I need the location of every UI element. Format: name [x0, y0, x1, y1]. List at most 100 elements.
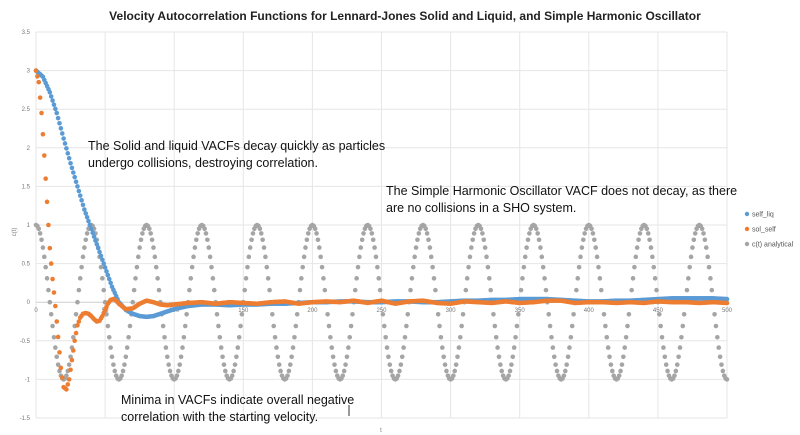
x-tick-label: 250 — [376, 308, 387, 314]
data-point — [684, 287, 690, 293]
data-point — [66, 377, 72, 382]
data-point — [554, 368, 560, 374]
data-point — [388, 368, 394, 374]
data-point — [709, 287, 715, 293]
data-point — [59, 375, 65, 380]
data-point — [582, 231, 587, 236]
data-point — [285, 373, 290, 378]
data-point — [416, 231, 422, 236]
data-point — [82, 245, 87, 250]
data-point — [459, 323, 464, 329]
data-point — [652, 276, 658, 281]
data-point — [372, 245, 377, 250]
data-point — [69, 165, 75, 171]
data-point — [292, 334, 297, 340]
data-point — [149, 237, 155, 243]
data-point — [720, 368, 726, 374]
data-point — [430, 264, 435, 270]
data-point — [513, 334, 518, 340]
data-point — [106, 276, 112, 282]
data-point — [100, 257, 105, 263]
data-point — [126, 334, 131, 340]
data-point — [637, 231, 643, 236]
data-point — [623, 334, 629, 340]
annotation-decay-line2: undergo collisions, destroying correlati… — [88, 156, 318, 170]
data-point — [705, 254, 710, 260]
data-point — [82, 207, 87, 212]
data-point — [271, 323, 277, 329]
data-point — [453, 362, 459, 367]
data-point — [207, 254, 213, 260]
data-point — [322, 287, 328, 293]
data-point — [444, 368, 449, 374]
data-point — [163, 345, 169, 350]
data-point — [568, 334, 574, 340]
data-point — [358, 245, 364, 250]
data-point — [294, 311, 300, 317]
data-point — [361, 231, 366, 236]
data-point — [66, 362, 72, 367]
data-point — [53, 106, 58, 112]
data-point — [598, 287, 604, 293]
legend-marker-sol-self — [744, 226, 750, 232]
data-point — [275, 354, 281, 360]
data-point — [498, 362, 503, 367]
data-point — [510, 354, 516, 360]
data-point — [650, 254, 655, 260]
data-point — [102, 265, 108, 270]
data-point — [488, 287, 493, 293]
data-point — [686, 276, 691, 281]
data-point — [579, 245, 585, 250]
data-point — [547, 323, 553, 329]
data-point — [452, 368, 458, 374]
data-point — [359, 237, 365, 243]
data-point — [328, 334, 333, 340]
data-point — [435, 311, 441, 317]
data-point — [84, 214, 90, 220]
data-point — [597, 276, 603, 281]
data-point — [58, 365, 64, 371]
data-point — [290, 345, 296, 350]
data-point — [524, 245, 529, 250]
data-point — [108, 345, 113, 350]
data-point — [43, 264, 48, 270]
data-point — [57, 120, 62, 126]
data-point — [315, 237, 321, 243]
data-point — [166, 362, 171, 367]
data-point — [535, 231, 540, 236]
data-point — [680, 323, 686, 329]
data-point — [134, 264, 140, 270]
data-point — [521, 264, 527, 270]
data-point — [673, 368, 679, 374]
data-point — [701, 231, 706, 236]
data-point — [314, 231, 319, 236]
data-point — [699, 226, 705, 232]
data-point — [460, 311, 466, 317]
data-point — [520, 276, 525, 281]
data-point — [706, 264, 712, 270]
data-point — [507, 368, 513, 374]
legend-label-sol-self: sol_self — [752, 227, 776, 234]
data-point — [608, 362, 614, 367]
data-point — [223, 368, 228, 374]
data-point — [457, 334, 463, 340]
data-point — [184, 311, 189, 317]
data-point — [65, 382, 71, 387]
x-tick-label: 300 — [446, 308, 457, 314]
data-point — [516, 311, 521, 317]
data-point — [317, 245, 322, 250]
data-point — [658, 323, 663, 329]
data-point — [480, 231, 485, 236]
data-point — [387, 362, 393, 367]
data-point — [72, 174, 77, 180]
x-tick-label: 350 — [515, 308, 526, 314]
data-point — [53, 303, 58, 309]
data-point — [616, 373, 622, 378]
data-point — [304, 237, 310, 243]
data-point — [578, 254, 583, 260]
data-point — [481, 237, 487, 243]
data-point — [493, 334, 499, 340]
data-point — [340, 373, 346, 378]
data-point — [463, 287, 469, 293]
data-point — [55, 334, 61, 340]
